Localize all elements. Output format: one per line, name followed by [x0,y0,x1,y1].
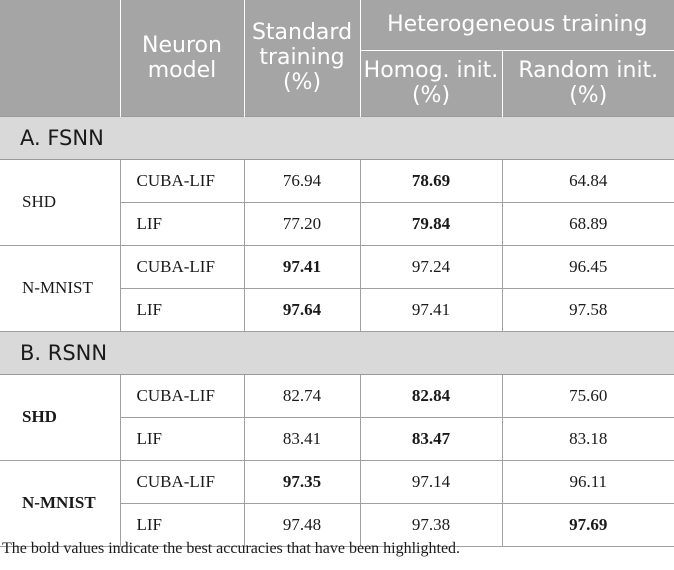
neuron-model-cell: CUBA-LIF [119,460,245,504]
dataset-cell: N-MNIST [0,460,121,547]
neuron-model-cell: LIF [119,202,245,246]
homog-init-cell: 97.38 [359,503,503,547]
table-row: N-MNIST CUBA-LIF 97.41 97.24 96.45 [0,245,674,332]
homog-init-cell: 83.47 [359,417,503,461]
dataset-cell: SHD [0,159,121,246]
standard-training-cell: 83.41 [243,417,361,461]
header-neuron-model: Neuron model [119,0,245,116]
neuron-model-cell: CUBA-LIF [119,374,245,418]
random-init-cell: 83.18 [501,417,674,461]
homog-init-cell: 97.24 [359,245,503,289]
standard-training-cell: 82.74 [243,374,361,418]
neuron-model-cell: CUBA-LIF [119,159,245,203]
results-table: Neuron model Standard training (%) Heter… [0,0,674,547]
homog-init-cell: 82.84 [359,374,503,418]
random-init-cell: 96.11 [501,460,674,504]
table-row: N-MNIST CUBA-LIF 97.35 97.14 96.11 [0,460,674,547]
neuron-model-cell: CUBA-LIF [119,245,245,289]
neuron-model-cell: LIF [119,503,245,547]
homog-init-cell: 78.69 [359,159,503,203]
standard-training-cell: 97.48 [243,503,361,547]
header-random-init: Random init. (%) [501,49,674,116]
table-row: SHD CUBA-LIF 76.94 78.69 64.84 [0,159,674,246]
header-corner [0,0,121,116]
footnote: The bold values indicate the best accura… [2,540,461,557]
table-row: LIF 97.48 97.38 97.69 [0,503,674,547]
neuron-model-cell: LIF [119,288,245,332]
homog-init-cell: 97.14 [359,460,503,504]
table-row: LIF 77.20 79.84 68.89 [0,202,674,246]
standard-training-cell: 97.64 [243,288,361,332]
header-heterogeneous-training: Heterogeneous training [359,0,674,50]
random-init-cell: 96.45 [501,245,674,289]
standard-training-cell: 97.41 [243,245,361,289]
standard-training-cell: 77.20 [243,202,361,246]
dataset-cell: N-MNIST [0,245,121,332]
section-title: B. RSNN [0,330,674,375]
table-row: LIF 83.41 83.47 83.18 [0,417,674,461]
section-title: A. FSNN [0,115,674,160]
standard-training-cell: 76.94 [243,159,361,203]
header-homog-init: Homog. init. (%) [359,49,503,116]
random-init-cell: 97.58 [501,288,674,332]
standard-training-cell: 97.35 [243,460,361,504]
header-standard-training: Standard training (%) [243,0,361,116]
random-init-cell: 64.84 [501,159,674,203]
homog-init-cell: 97.41 [359,288,503,332]
table-row: SHD CUBA-LIF 82.74 82.84 75.60 [0,374,674,461]
random-init-cell: 68.89 [501,202,674,246]
section-row: A. FSNN [0,115,674,160]
random-init-cell: 75.60 [501,374,674,418]
neuron-model-cell: LIF [119,417,245,461]
dataset-cell: SHD [0,374,121,461]
homog-init-cell: 79.84 [359,202,503,246]
random-init-cell: 97.69 [501,503,674,547]
section-row: B. RSNN [0,330,674,375]
